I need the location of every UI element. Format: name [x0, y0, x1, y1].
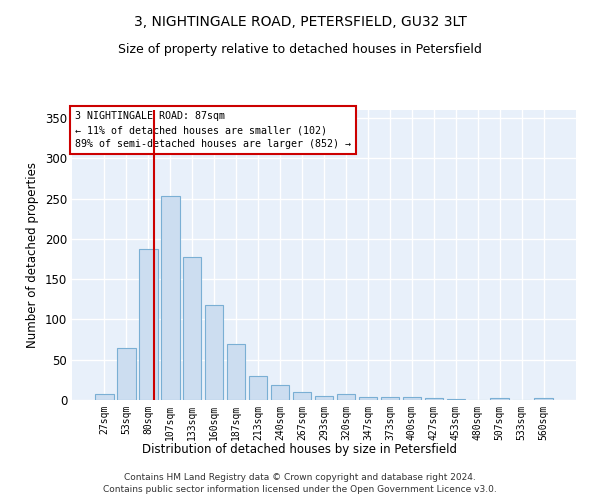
Bar: [535, 398, 553, 400]
Bar: [380, 397, 399, 400]
Bar: [293, 392, 311, 400]
Bar: [117, 348, 136, 400]
Bar: [205, 305, 223, 400]
Text: Contains HM Land Registry data © Crown copyright and database right 2024.: Contains HM Land Registry data © Crown c…: [124, 472, 476, 482]
Bar: [314, 396, 334, 400]
Bar: [490, 398, 509, 400]
Text: Size of property relative to detached houses in Petersfield: Size of property relative to detached ho…: [118, 42, 482, 56]
Bar: [227, 344, 245, 400]
Bar: [183, 258, 202, 400]
Bar: [446, 399, 465, 400]
Text: Contains public sector information licensed under the Open Government Licence v3: Contains public sector information licen…: [103, 485, 497, 494]
Text: Distribution of detached houses by size in Petersfield: Distribution of detached houses by size …: [143, 442, 458, 456]
Text: 3 NIGHTINGALE ROAD: 87sqm
← 11% of detached houses are smaller (102)
89% of semi: 3 NIGHTINGALE ROAD: 87sqm ← 11% of detac…: [74, 112, 350, 150]
Bar: [161, 196, 179, 400]
Bar: [249, 376, 268, 400]
Bar: [95, 394, 113, 400]
Bar: [337, 394, 355, 400]
Y-axis label: Number of detached properties: Number of detached properties: [26, 162, 40, 348]
Bar: [271, 384, 289, 400]
Bar: [139, 250, 158, 400]
Bar: [425, 398, 443, 400]
Bar: [359, 397, 377, 400]
Bar: [403, 397, 421, 400]
Text: 3, NIGHTINGALE ROAD, PETERSFIELD, GU32 3LT: 3, NIGHTINGALE ROAD, PETERSFIELD, GU32 3…: [134, 15, 466, 29]
